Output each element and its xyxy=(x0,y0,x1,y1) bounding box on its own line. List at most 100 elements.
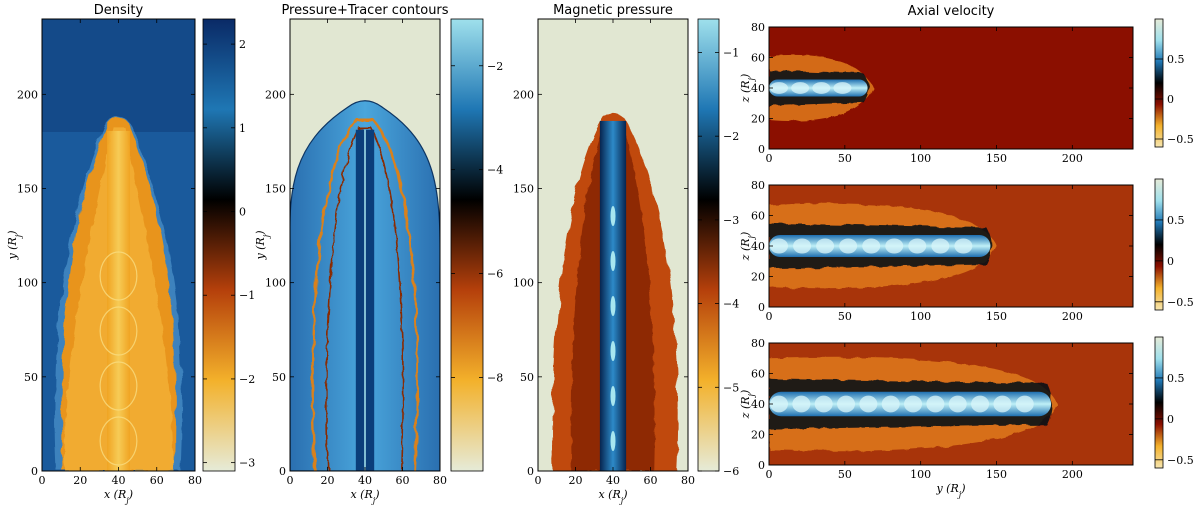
colorbar-tick-label: 2 xyxy=(239,38,246,51)
beam-knot xyxy=(954,238,973,254)
beam-knot xyxy=(839,238,858,254)
beam-knot xyxy=(931,238,950,254)
x-tick-label: 50 xyxy=(838,310,852,323)
beam-knot xyxy=(770,238,788,254)
plot-area-1 xyxy=(290,19,440,471)
y-tick-label: 100 xyxy=(265,277,286,290)
colorbar-tick-label: 0.5 xyxy=(1167,53,1185,66)
pinch-node xyxy=(610,431,616,451)
beam-knot xyxy=(770,395,788,413)
colorbar-tick-label: −0.5 xyxy=(1167,133,1194,146)
panel-4: 0 50 100 150 200 0 20 40 60 80 z (Rj) 0.5 0 −0.5 xyxy=(739,178,1194,323)
beam-knot xyxy=(993,395,1012,413)
x-tick-label: 200 xyxy=(1062,310,1083,323)
colorbar-tick-label: −6 xyxy=(723,465,739,478)
y-tick-label: 0 xyxy=(31,465,38,478)
colorbar-tick-label: −1 xyxy=(239,289,255,302)
x-tick-label: 80 xyxy=(188,474,202,487)
colorbar-tick-label: −2 xyxy=(239,373,255,386)
pinch-node xyxy=(610,206,616,226)
colorbar-tick-label: 0 xyxy=(1167,93,1174,106)
x-axis-label: y (Rj) xyxy=(935,482,965,499)
colorbar-tick-label: 0 xyxy=(239,206,246,219)
x-axis-label: x (Rj) xyxy=(598,488,627,505)
colorbar-tick-label: −1 xyxy=(723,46,739,59)
colorbar xyxy=(1154,336,1164,469)
colorbar xyxy=(202,18,236,472)
x-tick-label: 80 xyxy=(433,474,447,487)
y-tick-label: 0 xyxy=(758,301,765,314)
y-tick-label: 40 xyxy=(751,398,765,411)
plot-area-2 xyxy=(538,19,688,471)
x-tick-label: 150 xyxy=(986,468,1007,481)
x-tick-label: 60 xyxy=(644,474,658,487)
colorbar xyxy=(1154,178,1164,311)
x-tick-label: 150 xyxy=(986,152,1007,165)
panel-title: Density xyxy=(94,3,144,18)
recollimation-shock xyxy=(99,416,138,466)
x-tick-label: 50 xyxy=(838,152,852,165)
recollimation-shock xyxy=(99,306,138,356)
y-tick-label: 100 xyxy=(17,277,38,290)
pinch-node xyxy=(610,386,616,406)
jet-magnetic-core xyxy=(599,120,627,471)
beam-knot xyxy=(926,395,945,413)
beam-knot xyxy=(1015,395,1034,413)
y-tick-label: 200 xyxy=(17,88,38,101)
plot-area-0 xyxy=(42,19,195,471)
x-tick-label: 0 xyxy=(287,474,294,487)
colorbar-tick-label: −2 xyxy=(723,130,739,143)
colorbar-tick-label: 0 xyxy=(1167,413,1174,426)
x-tick-label: 150 xyxy=(986,310,1007,323)
y-tick-label: 0 xyxy=(527,465,534,478)
tracer-contour-outer xyxy=(311,118,419,471)
y-tick-label: 0 xyxy=(758,143,765,156)
y-tick-label: 60 xyxy=(751,210,765,223)
x-tick-label: 20 xyxy=(321,474,335,487)
y-tick-label: 200 xyxy=(265,88,286,101)
plot-area-5 xyxy=(769,343,1133,465)
x-tick-label: 100 xyxy=(910,152,931,165)
colorbar xyxy=(697,18,720,472)
x-tick-label: 0 xyxy=(535,474,542,487)
beam-knot xyxy=(837,395,856,413)
pinch-node xyxy=(610,341,616,361)
y-tick-label: 80 xyxy=(751,21,765,34)
panel-title: Pressure+Tracer contours xyxy=(281,3,448,18)
x-tick-label: 60 xyxy=(150,474,164,487)
recollimation-shock xyxy=(99,251,138,301)
y-tick-label: 40 xyxy=(751,82,765,95)
beam-knot xyxy=(908,238,927,254)
x-tick-label: 40 xyxy=(112,474,126,487)
beam-knot xyxy=(885,238,904,254)
panel-title: Magnetic pressure xyxy=(553,3,673,18)
colorbar-tick-label: −5 xyxy=(723,381,739,394)
x-tick-label: 50 xyxy=(838,468,852,481)
colorbar-tick-label: 0 xyxy=(1167,255,1174,268)
colorbar-tick-label: −3 xyxy=(723,214,739,227)
x-tick-label: 0 xyxy=(766,468,773,481)
colorbar-tick-label: 1 xyxy=(239,122,246,135)
beam-knot xyxy=(770,82,788,94)
beam-knot xyxy=(833,82,852,94)
beam-knot xyxy=(859,395,878,413)
y-tick-label: 20 xyxy=(751,271,765,284)
panel-2: 0 20 40 60 80 0 50 100 150 200 Magnetic pressure x … xyxy=(513,3,739,505)
x-tick-label: 40 xyxy=(606,474,620,487)
beam-knot xyxy=(971,395,990,413)
x-tick-label: 200 xyxy=(1062,468,1083,481)
y-tick-label: 150 xyxy=(513,183,534,196)
y-axis-label: z (Rj) xyxy=(739,74,756,104)
colorbar-tick-label: −2 xyxy=(487,60,503,73)
jet-spine xyxy=(107,130,130,471)
colorbar xyxy=(450,18,484,472)
beam-knot xyxy=(948,395,967,413)
x-tick-label: 200 xyxy=(1062,152,1083,165)
beam-knot xyxy=(816,238,835,254)
colorbar-tick-label: −4 xyxy=(487,164,503,177)
x-tick-label: 0 xyxy=(766,152,773,165)
y-tick-label: 200 xyxy=(513,88,534,101)
y-tick-label: 60 xyxy=(751,52,765,65)
